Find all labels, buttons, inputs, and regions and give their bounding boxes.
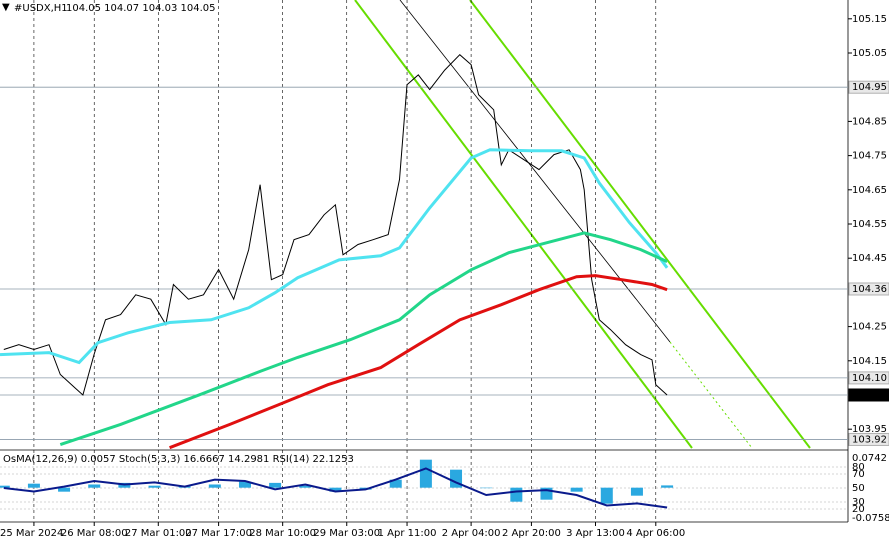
osma-limit-label: -0.0758: [852, 513, 889, 524]
x-tick-label: 3 Apr 13:00: [566, 528, 625, 539]
indicator-tick-label: 80: [852, 462, 865, 473]
dropdown-arrow[interactable]: ▼: [2, 2, 10, 13]
y-tick-label: 104.45: [852, 253, 887, 264]
y-tick-label: 104.15: [852, 356, 887, 367]
osma-bar: [299, 485, 312, 488]
indicator-tick-label: 30: [852, 497, 865, 508]
osma-bar: [389, 479, 402, 488]
level-box: [848, 388, 889, 402]
osma-bar: [661, 485, 674, 488]
indicator-tick-label: 20: [852, 504, 865, 515]
x-tick-label: 2 Apr 04:00: [442, 528, 501, 539]
moving-average: [169, 274, 668, 450]
trend-extension: [669, 341, 753, 449]
osma-bar: [27, 483, 40, 488]
osma-bar: [208, 484, 221, 488]
osma-bar: [630, 487, 643, 496]
osma-bar: [58, 487, 71, 492]
y-tick-label: 103.95: [852, 424, 887, 435]
osma-bar: [600, 487, 613, 504]
trend-lines: [354, 0, 811, 449]
indicator-tick-label: 50: [852, 483, 865, 494]
moving-average: [59, 231, 668, 447]
osma-bar: [269, 482, 282, 488]
chart-title: #USDX,H1: [14, 3, 68, 14]
level-label: 103.92: [852, 434, 887, 445]
level-box: [848, 371, 889, 385]
rsi-line: [3, 467, 668, 509]
price-line: [3, 54, 668, 396]
osma-bar: [329, 487, 342, 492]
osma-bar: [238, 481, 251, 488]
x-tick-label: 27 Mar 01:00: [125, 528, 192, 539]
channel-line: [354, 0, 693, 449]
x-tick-label: 1 Apr 11:00: [378, 528, 437, 539]
y-tick-label: 104.55: [852, 219, 887, 230]
level-box: [848, 432, 889, 446]
moving-average: [0, 148, 669, 365]
x-tick-label: 4 Apr 06:00: [626, 528, 685, 539]
osma-bar: [480, 487, 493, 489]
channel-line: [469, 0, 811, 449]
ohlc: 104.05 104.07 104.03 104.05: [66, 3, 216, 14]
level-label: 104.10: [852, 373, 887, 384]
y-tick-label: 105.15: [852, 14, 887, 25]
x-tick-label: 25 Mar 2024: [0, 528, 63, 539]
y-tick-label: 104.75: [852, 151, 887, 162]
osma-bar: [419, 459, 432, 488]
x-tick-label: 27 Mar 17:00: [185, 528, 252, 539]
x-tick-label: 26 Mar 08:00: [61, 528, 128, 539]
osma-limit-label: 0.0742: [852, 453, 887, 464]
y-tick-label: 104.25: [852, 322, 887, 333]
y-tick-label: 104.85: [852, 116, 887, 127]
level-label: 104.05: [852, 390, 887, 401]
trend-line: [399, 0, 671, 343]
level-box: [848, 80, 889, 94]
indicator-tick-label: 70: [852, 469, 865, 480]
osma-bar: [88, 484, 101, 488]
osma-bar: [148, 485, 161, 488]
osma-bar: [570, 487, 583, 492]
y-tick-label: 104.65: [852, 185, 887, 196]
level-box: [848, 282, 889, 296]
level-label: 104.95: [852, 82, 887, 93]
y-tick-label: 105.05: [852, 48, 887, 59]
osma-bar: [510, 487, 523, 502]
osma-bar: [0, 485, 10, 488]
x-tick-label: 29 Mar 03:00: [313, 528, 380, 539]
indicator-label: OsMA(12,26,9) 0.0057 Stoch(5,3,3) 16.666…: [3, 454, 354, 465]
x-tick-label: 28 Mar 10:00: [249, 528, 316, 539]
x-tick-label: 2 Apr 20:00: [502, 528, 561, 539]
level-label: 104.36: [852, 284, 887, 295]
